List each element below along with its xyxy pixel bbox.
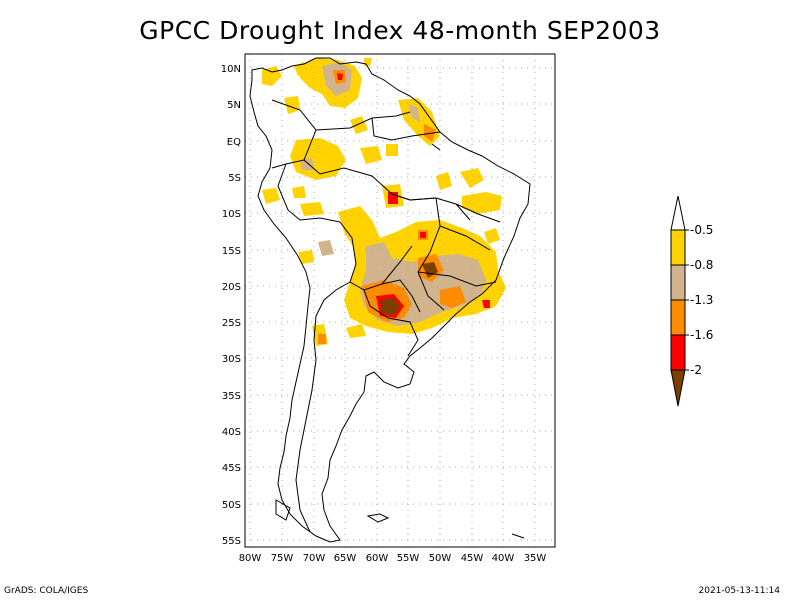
lon-tick-label: 80W bbox=[239, 553, 262, 564]
islands bbox=[275, 143, 525, 539]
lon-tick-label: 70W bbox=[303, 553, 326, 564]
lat-tick-label: EQ bbox=[227, 137, 241, 148]
footer-credit: GrADS: COLA/IGES bbox=[4, 586, 89, 596]
lon-tick-label: 65W bbox=[334, 553, 357, 564]
legend-swatch bbox=[670, 229, 686, 266]
footer-timestamp: 2021-05-13-11:14 bbox=[698, 586, 781, 596]
lat-tick-label: 5N bbox=[227, 100, 241, 111]
lat-tick-label: 20S bbox=[222, 282, 241, 293]
map-area bbox=[244, 53, 556, 548]
map-title: GPCC Drought Index 48-month SEP2003 bbox=[139, 16, 661, 45]
lat-tick-label: 40S bbox=[222, 427, 241, 438]
lat-tick-label: 5S bbox=[228, 173, 241, 184]
lon-tick-label: 45W bbox=[461, 553, 484, 564]
lat-tick-label: 45S bbox=[222, 463, 241, 474]
drought-shading bbox=[262, 58, 506, 346]
lon-tick-label: 40W bbox=[492, 553, 515, 564]
legend-label: -0.8 bbox=[690, 258, 713, 272]
lon-tick-label: 55W bbox=[397, 553, 420, 564]
lon-tick-label: 35W bbox=[524, 553, 547, 564]
lon-tick-label: 60W bbox=[366, 553, 389, 564]
map-frame bbox=[244, 53, 556, 548]
legend-label: -2 bbox=[690, 363, 702, 377]
lon-tick-label: 75W bbox=[271, 553, 294, 564]
legend-swatch bbox=[670, 334, 686, 371]
lat-tick-label: 25S bbox=[222, 318, 241, 329]
legend-swatch-bottom bbox=[670, 369, 686, 407]
lat-tick-label: 10S bbox=[222, 209, 241, 220]
lat-tick-label: 15S bbox=[222, 246, 241, 257]
lat-axis: 10N 5N EQ 5S 10S 15S 20S 25S 30S 35S 40S… bbox=[221, 64, 241, 547]
legend-label: -1.3 bbox=[690, 293, 713, 307]
color-legend: -0.5 -0.8 -1.3 -1.6 -2 bbox=[670, 195, 713, 407]
legend-swatch bbox=[670, 264, 686, 301]
lat-tick-label: 55S bbox=[222, 536, 241, 547]
lat-tick-label: 10N bbox=[221, 64, 241, 75]
lat-tick-label: 50S bbox=[222, 500, 241, 511]
legend-label: -1.6 bbox=[690, 328, 713, 342]
coastline bbox=[249, 57, 531, 543]
lat-tick-label: 35S bbox=[222, 391, 241, 402]
lon-tick-label: 50W bbox=[429, 553, 452, 564]
lon-axis: 80W 75W 70W 65W 60W 55W 50W 45W 40W 35W bbox=[239, 553, 547, 564]
legend-swatch-top bbox=[670, 195, 686, 231]
legend-swatch bbox=[670, 299, 686, 336]
legend-label: -0.5 bbox=[690, 223, 713, 237]
lat-tick-label: 30S bbox=[222, 354, 241, 365]
